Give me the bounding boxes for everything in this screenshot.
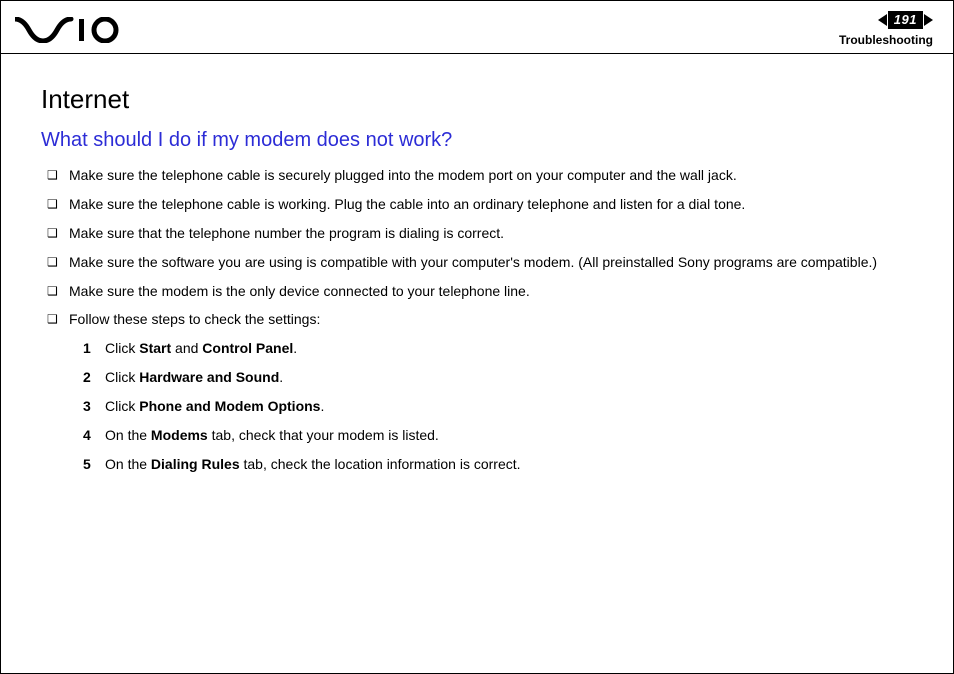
bullet-list: ❑Make sure the telephone cable is secure… [41, 166, 913, 329]
page-header: 191 Troubleshooting [1, 1, 953, 53]
bullet-text: Make sure the modem is the only device c… [69, 282, 913, 301]
step-item: 2Click Hardware and Sound. [83, 368, 913, 387]
bullet-icon: ❑ [47, 282, 69, 299]
document-page: 191 Troubleshooting Internet What should… [0, 0, 954, 674]
bullet-icon: ❑ [47, 224, 69, 241]
bullet-icon: ❑ [47, 195, 69, 212]
step-item: 3Click Phone and Modem Options. [83, 397, 913, 416]
list-item: ❑Make sure that the telephone number the… [47, 224, 913, 243]
step-text: Click Phone and Modem Options. [105, 397, 913, 416]
step-list: 1Click Start and Control Panel.2Click Ha… [41, 339, 913, 473]
list-item: ❑Make sure the modem is the only device … [47, 282, 913, 301]
list-item: ❑Follow these steps to check the setting… [47, 310, 913, 329]
bullet-text: Make sure the telephone cable is working… [69, 195, 913, 214]
step-text: On the Modems tab, check that your modem… [105, 426, 913, 445]
page-number-nav: 191 [878, 11, 933, 29]
page-number: 191 [888, 11, 923, 29]
step-item: 5On the Dialing Rules tab, check the loc… [83, 455, 913, 474]
step-number: 3 [83, 397, 105, 416]
list-item: ❑Make sure the software you are using is… [47, 253, 913, 272]
section-name: Troubleshooting [839, 33, 933, 47]
vaio-logo [15, 11, 125, 43]
step-number: 2 [83, 368, 105, 387]
prev-page-icon[interactable] [878, 14, 887, 26]
bullet-icon: ❑ [47, 253, 69, 270]
step-text: On the Dialing Rules tab, check the loca… [105, 455, 913, 474]
step-number: 1 [83, 339, 105, 358]
question-heading: What should I do if my modem does not wo… [41, 129, 913, 152]
bullet-text: Follow these steps to check the settings… [69, 310, 913, 329]
step-text: Click Start and Control Panel. [105, 339, 913, 358]
step-item: 4On the Modems tab, check that your mode… [83, 426, 913, 445]
list-item: ❑Make sure the telephone cable is workin… [47, 195, 913, 214]
bullet-text: Make sure the telephone cable is securel… [69, 166, 913, 185]
bullet-text: Make sure the software you are using is … [69, 253, 913, 272]
page-content: Internet What should I do if my modem do… [1, 54, 953, 504]
step-text: Click Hardware and Sound. [105, 368, 913, 387]
topic-title: Internet [41, 84, 913, 115]
list-item: ❑Make sure the telephone cable is secure… [47, 166, 913, 185]
step-number: 4 [83, 426, 105, 445]
step-number: 5 [83, 455, 105, 474]
next-page-icon[interactable] [924, 14, 933, 26]
bullet-icon: ❑ [47, 310, 69, 327]
bullet-text: Make sure that the telephone number the … [69, 224, 913, 243]
header-right: 191 Troubleshooting [839, 11, 933, 47]
bullet-icon: ❑ [47, 166, 69, 183]
step-item: 1Click Start and Control Panel. [83, 339, 913, 358]
